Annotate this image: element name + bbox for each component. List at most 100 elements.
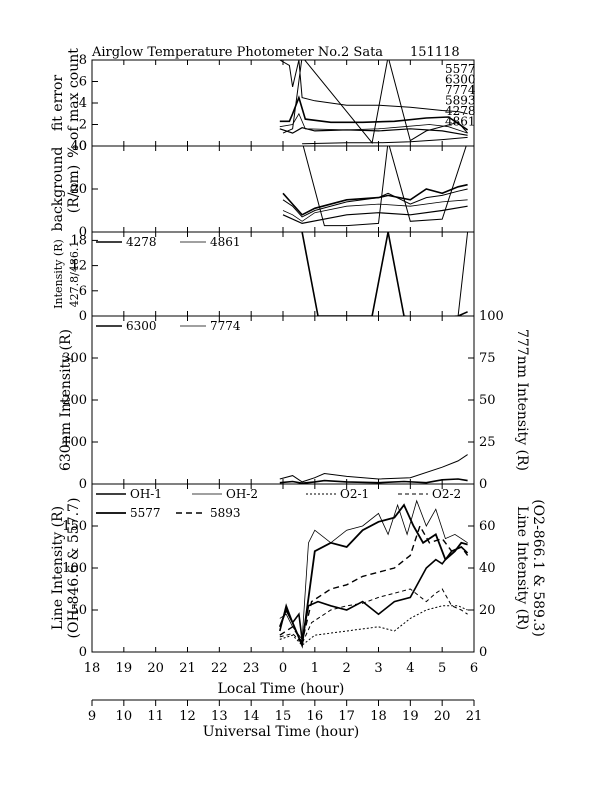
y-right-axis-label: Line Intensity (R) xyxy=(514,506,530,630)
ut-tick-label: 20 xyxy=(434,709,451,724)
series-line xyxy=(302,146,467,227)
y-axis-label: (OH-846.6 & 557.7) xyxy=(66,498,82,639)
series-line xyxy=(282,188,468,218)
y-axis-label: Line Intensity (R) xyxy=(50,506,66,630)
y-tick-label: 18 xyxy=(70,233,87,248)
y-right-tick-label: 0 xyxy=(479,477,487,492)
legend-label: OH-1 xyxy=(130,487,162,501)
series-line xyxy=(302,136,468,145)
y-tick-label: 0 xyxy=(79,225,87,240)
y-tick-label: 0 xyxy=(79,477,87,492)
ut-tick-label: 14 xyxy=(243,709,260,724)
y-axis-label: Intensity (R) xyxy=(52,239,65,309)
y-tick-label: 0 xyxy=(79,645,87,660)
series-line xyxy=(282,205,468,225)
series-line xyxy=(279,127,468,136)
local-time-tick: 3 xyxy=(374,661,382,676)
y-axis-label: 427.8/486.1 xyxy=(68,241,81,308)
series-line xyxy=(278,503,468,649)
legend-label: OH-2 xyxy=(226,487,258,501)
series-line xyxy=(279,524,469,644)
y-tick-label: 2 xyxy=(79,118,87,133)
series-line xyxy=(282,199,468,222)
local-time-tick: 21 xyxy=(179,661,196,676)
local-time-label: Local Time (hour) xyxy=(218,681,345,697)
y-axis-label: fit error xyxy=(50,75,66,132)
y-right-tick-label: 60 xyxy=(479,519,496,534)
local-time-tick: 4 xyxy=(406,661,414,676)
ut-tick-label: 21 xyxy=(466,709,483,724)
ut-tick-label: 10 xyxy=(116,709,133,724)
legend-label: 4861 xyxy=(210,235,241,249)
series-label: 4278 xyxy=(445,104,476,118)
legend-label: 4278 xyxy=(126,235,157,249)
universal-time-label: Universal Time (hour) xyxy=(203,724,360,740)
series-line xyxy=(279,499,468,641)
local-time-tick: 6 xyxy=(470,661,478,676)
series-line xyxy=(279,478,468,484)
y-tick-label: 8 xyxy=(79,53,87,68)
local-time-tick: 0 xyxy=(279,661,287,676)
y-tick-label: 300 xyxy=(62,351,87,366)
series-line xyxy=(282,183,468,216)
ut-tick-label: 15 xyxy=(275,709,292,724)
legend-label: 7774 xyxy=(210,319,241,333)
panel-frame-oi_lines xyxy=(91,315,475,485)
ut-tick-label: 16 xyxy=(307,709,324,724)
legend-label: 6300 xyxy=(126,319,157,333)
local-time-tick: 22 xyxy=(211,661,228,676)
panel-lines-fit_error xyxy=(279,60,469,145)
y-tick-label: 0 xyxy=(79,139,87,154)
local-time-tick: 5 xyxy=(438,661,446,676)
chart-header: Airglow Temperature Photometer No.2 Sata… xyxy=(91,45,460,60)
chart-title: Airglow Temperature Photometer No.2 Sata xyxy=(91,45,383,60)
local-time-tick: 2 xyxy=(343,661,351,676)
series-line xyxy=(279,60,468,115)
y-tick-label: 6 xyxy=(79,75,87,90)
ut-tick-label: 13 xyxy=(211,709,228,724)
series-line xyxy=(301,232,468,316)
local-time-tick: 23 xyxy=(243,661,260,676)
bottom-axes: Local Time (hour) Universal Time (hour) … xyxy=(84,661,483,740)
series-label: 6300 xyxy=(445,73,476,87)
ut-tick-label: 18 xyxy=(370,709,387,724)
y-tick-label: 100 xyxy=(62,561,87,576)
ut-tick-label: 11 xyxy=(147,709,164,724)
panel-frame-background xyxy=(91,145,475,233)
local-time-tick: 1 xyxy=(311,661,319,676)
y-right-tick-label: 20 xyxy=(479,603,496,618)
y-tick-label: 20 xyxy=(70,182,87,197)
local-time-tick: 20 xyxy=(147,661,164,676)
ut-tick-label: 17 xyxy=(338,709,355,724)
series-label: 4861 xyxy=(445,115,476,129)
series-label: 5577 xyxy=(445,62,476,76)
y-tick-label: 50 xyxy=(70,603,87,618)
legend-label: 5893 xyxy=(210,506,241,520)
y-tick-label: 12 xyxy=(70,259,87,274)
y-right-axis-label: (O2-866.1 & 589.3) xyxy=(530,499,546,637)
series-line xyxy=(279,546,469,640)
panel-lines-oi_lines xyxy=(279,454,468,484)
y-tick-label: 40 xyxy=(70,139,87,154)
y-right-axis-label: 777nm Intensity (R) xyxy=(514,329,530,471)
ut-tick-label: 9 xyxy=(88,709,96,724)
legend-label: 5577 xyxy=(130,506,161,520)
y-tick-label: 6 xyxy=(79,284,87,299)
series-line xyxy=(279,588,468,645)
y-right-tick-label: 100 xyxy=(479,309,504,324)
y-tick-label: 0 xyxy=(79,309,87,324)
y-axis-label: 630nm Intensity (R) xyxy=(58,329,74,471)
series-line xyxy=(279,95,469,131)
y-tick-label: 100 xyxy=(62,435,87,450)
panel-lines-background xyxy=(282,146,468,227)
y-tick-label: 200 xyxy=(62,393,87,408)
local-time-tick: 19 xyxy=(116,661,133,676)
ut-tick-label: 19 xyxy=(402,709,419,724)
y-right-tick-label: 75 xyxy=(479,351,496,366)
legend-label: O2-2 xyxy=(432,487,461,501)
panel-lines-blue_lines xyxy=(301,232,469,316)
series-line xyxy=(279,112,468,134)
chart-date: 151118 xyxy=(410,45,460,60)
